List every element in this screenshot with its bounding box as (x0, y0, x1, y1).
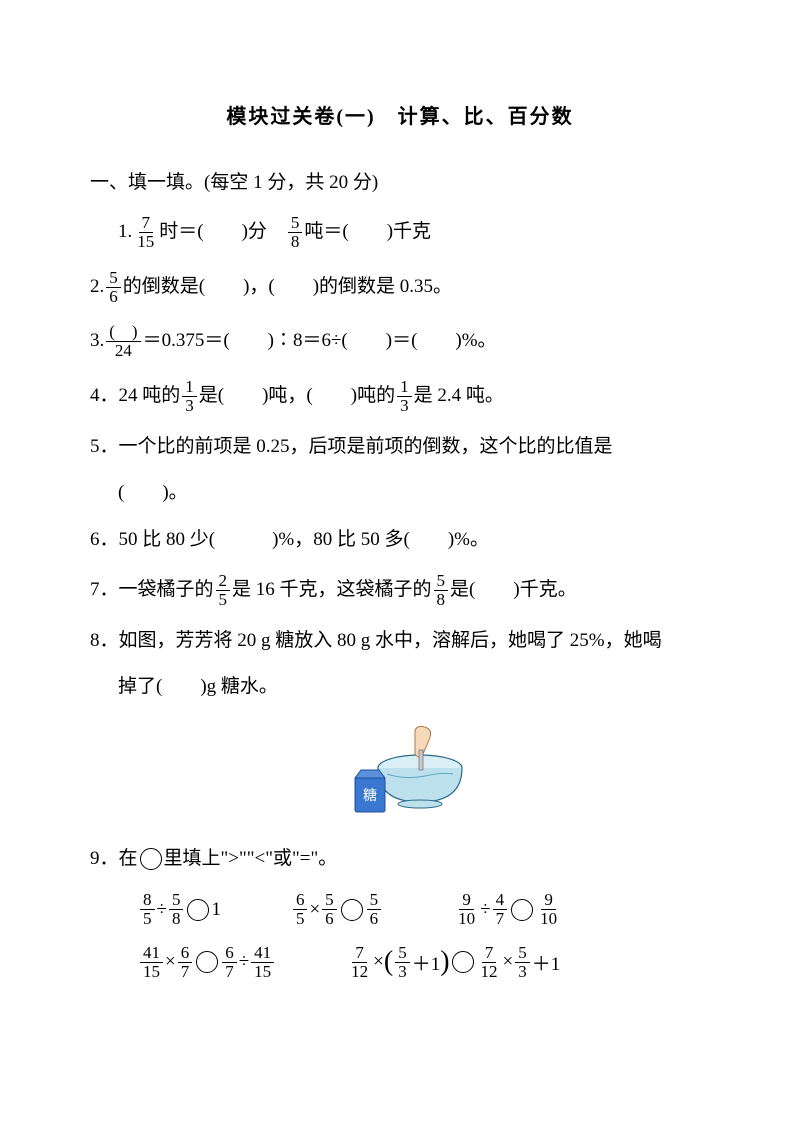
expr-c: 910 ÷ 47 910 (453, 891, 562, 928)
q1-text1: 时＝( )分 (159, 218, 286, 247)
question-4: 4． 24 吨的 13 是( )吨，( )吨的 13 是 2.4 吨。 (90, 378, 710, 415)
q4-num: 4． (90, 382, 119, 411)
q4-t1: 24 吨的 (119, 382, 181, 411)
q7-t2: 是 16 千克，这袋橘子的 (232, 576, 432, 605)
fraction: 56 (106, 269, 121, 306)
sugar-water-illustration: 糖 (90, 720, 710, 825)
fraction: 25 (216, 572, 231, 609)
q7-t3: 是( )千克。 (450, 576, 577, 605)
fraction: 13 (397, 378, 412, 415)
q9-num: 9． (90, 845, 119, 874)
q8-t2: 掉了( )g 糖水。 (118, 673, 278, 702)
circle-icon (187, 899, 209, 921)
q3-num: 3. (90, 327, 104, 356)
circle-icon (511, 899, 533, 921)
fraction: 13 (182, 378, 197, 415)
circle-icon (452, 951, 474, 973)
q1-text2: 吨＝( )千克 (304, 218, 431, 247)
question-9: 9． 在 里填上">""<"或"="。 (90, 845, 710, 874)
expr-row-2: 4115 × 67 67 ÷ 4115 712 × ( 53 ＋1 ) 712 … (90, 944, 710, 981)
q2-text: 的倒数是( )，( )的倒数是 0.35。 (123, 273, 452, 302)
q4-t2: 是( )吨，( )吨的 (199, 382, 395, 411)
page-title: 模块过关卷(一) 计算、比、百分数 (90, 100, 710, 129)
section-1-head: 一、填一填。(每空 1 分，共 20 分) (90, 167, 710, 194)
expr-row-1: 85 ÷ 58 1 65 × 56 56 910 ÷ 47 910 (90, 891, 710, 928)
q5-num: 5． (90, 433, 119, 462)
q6-num: 6． (90, 526, 119, 555)
expr-a: 85 ÷ 58 1 (138, 891, 221, 928)
q8-num: 8． (90, 627, 119, 656)
question-7: 7． 一袋橘子的 25 是 16 千克，这袋橘子的 58 是( )千克。 (90, 572, 710, 609)
q6-t1: 50 比 80 少( )%，80 比 50 多( )%。 (119, 526, 489, 555)
fraction: 58 (288, 214, 303, 251)
question-8: 8． 如图，芳芳将 20 g 糖放入 80 g 水中，溶解后，她喝了 25%，她… (90, 627, 710, 656)
q1-num: 1. (118, 218, 132, 247)
q7-t1: 一袋橘子的 (119, 576, 214, 605)
q5-t2: ( )。 (118, 479, 188, 508)
question-2: 2. 56 的倒数是( )，( )的倒数是 0.35。 (90, 269, 710, 306)
circle-icon (140, 848, 162, 870)
q7-num: 7． (90, 576, 119, 605)
fraction: 58 (434, 572, 449, 609)
question-1: 1. 715 时＝( )分 58 吨＝( )千克 (90, 214, 710, 251)
q8-t1: 如图，芳芳将 20 g 糖放入 80 g 水中，溶解后，她喝了 25%，她喝 (119, 627, 662, 656)
expr-d: 4115 × 67 67 ÷ 4115 (138, 944, 276, 981)
q3-text: ＝0.375＝( )∶8＝6÷( )＝( )%。 (143, 327, 497, 356)
q4-t3: 是 2.4 吨。 (414, 382, 504, 411)
q9-t1: 在 (119, 845, 138, 874)
fraction: ( )24 (106, 323, 140, 360)
sugar-label: 糖 (363, 788, 377, 804)
circle-icon (196, 951, 218, 973)
question-6: 6． 50 比 80 少( )%，80 比 50 多( )%。 (90, 526, 710, 555)
circle-icon (341, 899, 363, 921)
expr-e: 712 × ( 53 ＋1 ) 712 × 53 ＋1 (346, 944, 560, 981)
expr-b: 65 × 56 56 (291, 891, 383, 928)
fraction: 715 (134, 214, 157, 251)
q2-num: 2. (90, 273, 104, 302)
question-8b: 掉了( )g 糖水。 (90, 673, 710, 702)
question-5: 5． 一个比的前项是 0.25，后项是前项的倒数，这个比的比值是 (90, 433, 710, 462)
question-3: 3. ( )24 ＝0.375＝( )∶8＝6÷( )＝( )%。 (90, 323, 710, 360)
question-5b: ( )。 (90, 479, 710, 508)
q5-t1: 一个比的前项是 0.25，后项是前项的倒数，这个比的比值是 (119, 433, 613, 462)
q9-t2: 里填上">""<"或"="。 (164, 845, 338, 874)
